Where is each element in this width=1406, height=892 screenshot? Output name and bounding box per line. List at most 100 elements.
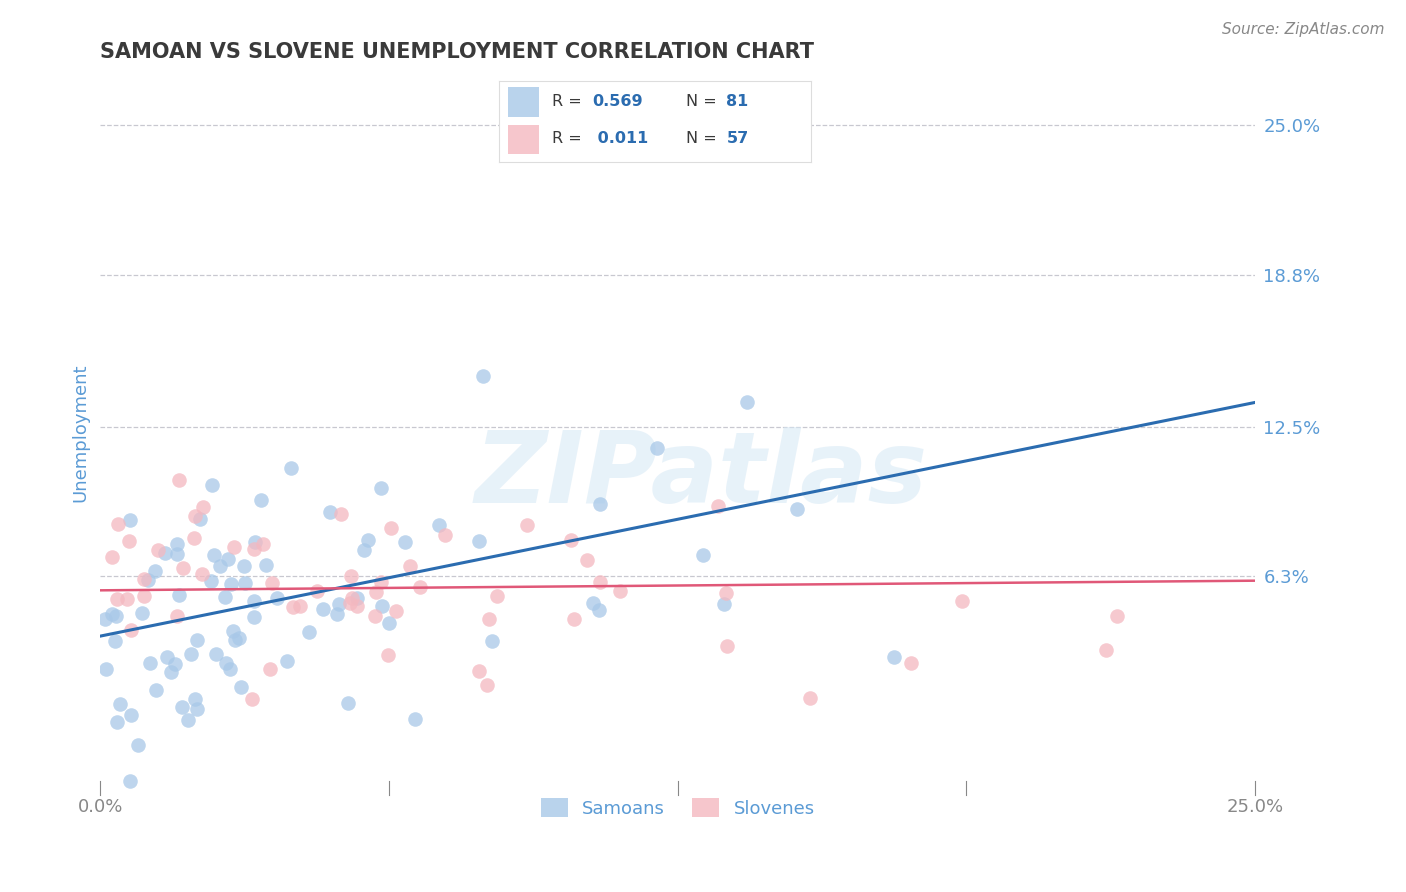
- Point: [143, 565, 166, 579]
- Point: [280, 461, 302, 475]
- Point: [1105, 608, 1128, 623]
- Point: [233, 576, 256, 591]
- Point: [104, 608, 127, 623]
- Point: [307, 584, 329, 599]
- Point: [167, 588, 190, 602]
- Point: [218, 662, 240, 676]
- Point: [134, 589, 156, 603]
- Point: [472, 368, 495, 383]
- Point: [217, 552, 239, 566]
- Point: [243, 593, 266, 607]
- Point: [328, 597, 350, 611]
- Point: [394, 535, 416, 549]
- Point: [478, 612, 501, 626]
- Point: [167, 474, 190, 488]
- Point: [100, 607, 122, 621]
- Point: [242, 542, 264, 557]
- Point: [160, 665, 183, 679]
- Point: [209, 559, 232, 574]
- Point: [404, 712, 426, 726]
- Point: [94, 662, 117, 676]
- Point: [312, 602, 335, 616]
- Point: [346, 591, 368, 606]
- Point: [193, 500, 215, 515]
- Point: [356, 533, 378, 547]
- Text: SAMOAN VS SLOVENE UNEMPLOYMENT CORRELATION CHART: SAMOAN VS SLOVENE UNEMPLOYMENT CORRELATI…: [100, 42, 814, 62]
- Point: [156, 650, 179, 665]
- Point: [200, 574, 222, 588]
- Point: [183, 531, 205, 545]
- Point: [254, 558, 277, 572]
- Point: [204, 548, 226, 562]
- Y-axis label: Unemployment: Unemployment: [72, 363, 89, 502]
- Point: [340, 568, 363, 582]
- Point: [385, 604, 408, 618]
- Point: [105, 714, 128, 729]
- Point: [221, 577, 243, 591]
- Point: [215, 657, 238, 671]
- Point: [118, 513, 141, 527]
- Point: [589, 497, 612, 511]
- Point: [380, 521, 402, 535]
- Point: [398, 559, 420, 574]
- Point: [353, 543, 375, 558]
- Point: [645, 442, 668, 456]
- Text: Source: ZipAtlas.com: Source: ZipAtlas.com: [1222, 22, 1385, 37]
- Point: [364, 585, 387, 599]
- Point: [131, 606, 153, 620]
- Point: [562, 612, 585, 626]
- Point: [250, 493, 273, 508]
- Point: [481, 634, 503, 648]
- Point: [409, 580, 432, 594]
- Point: [516, 518, 538, 533]
- Point: [243, 535, 266, 549]
- Point: [576, 552, 599, 566]
- Point: [214, 590, 236, 604]
- Point: [100, 549, 122, 564]
- Point: [191, 567, 214, 582]
- Point: [127, 738, 149, 752]
- Point: [120, 773, 142, 788]
- Point: [588, 603, 610, 617]
- Point: [186, 702, 208, 716]
- Point: [120, 708, 142, 723]
- Point: [468, 664, 491, 678]
- Point: [475, 678, 498, 692]
- Point: [560, 533, 582, 548]
- Point: [799, 690, 821, 705]
- Point: [582, 596, 605, 610]
- Point: [609, 584, 631, 599]
- Point: [262, 576, 284, 591]
- Point: [370, 481, 392, 495]
- Point: [184, 692, 207, 706]
- Point: [188, 512, 211, 526]
- Point: [172, 561, 194, 575]
- Point: [205, 647, 228, 661]
- Point: [166, 537, 188, 551]
- Point: [283, 600, 305, 615]
- Point: [184, 509, 207, 524]
- Point: [228, 631, 250, 645]
- Point: [201, 478, 224, 492]
- Point: [166, 609, 188, 624]
- Text: ZIPatlas: ZIPatlas: [474, 426, 928, 524]
- Point: [713, 597, 735, 611]
- Point: [136, 573, 159, 587]
- Point: [139, 656, 162, 670]
- Point: [118, 534, 141, 549]
- Point: [336, 696, 359, 710]
- Point: [883, 650, 905, 665]
- Point: [115, 592, 138, 607]
- Point: [155, 546, 177, 560]
- Point: [589, 575, 612, 590]
- Point: [707, 499, 730, 513]
- Point: [170, 700, 193, 714]
- Point: [486, 589, 509, 603]
- Legend: Samoans, Slovenes: Samoans, Slovenes: [533, 791, 823, 825]
- Point: [222, 624, 245, 638]
- Point: [378, 615, 401, 630]
- Point: [105, 592, 128, 607]
- Point: [163, 657, 186, 671]
- Point: [298, 624, 321, 639]
- Point: [325, 607, 347, 621]
